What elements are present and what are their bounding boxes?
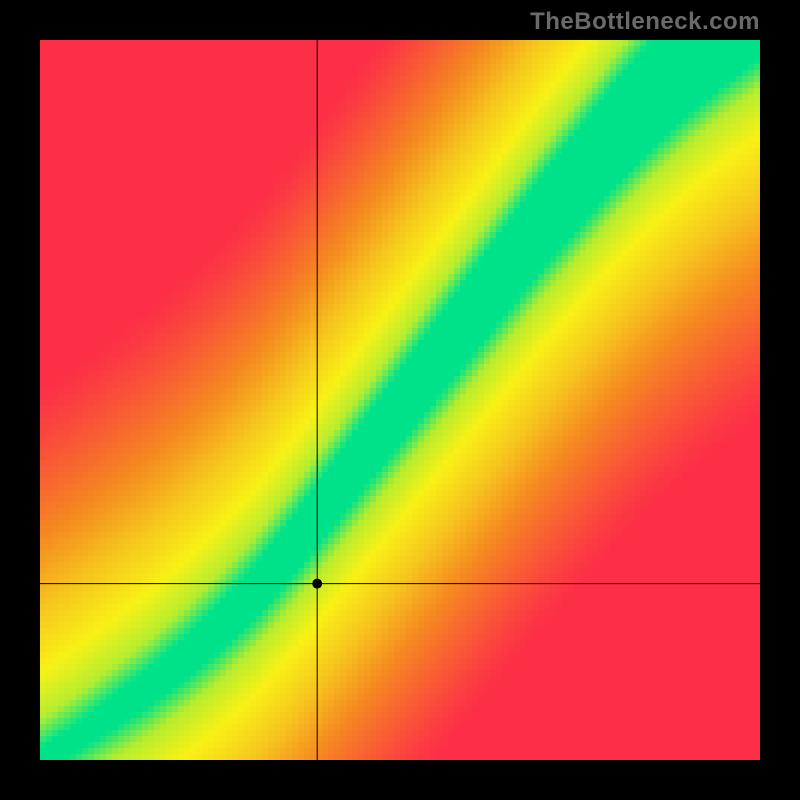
watermark-text: TheBottleneck.com bbox=[530, 8, 760, 36]
plot-area bbox=[40, 40, 760, 760]
heatmap-canvas bbox=[40, 40, 760, 760]
chart-container: TheBottleneck.com bbox=[0, 0, 800, 800]
